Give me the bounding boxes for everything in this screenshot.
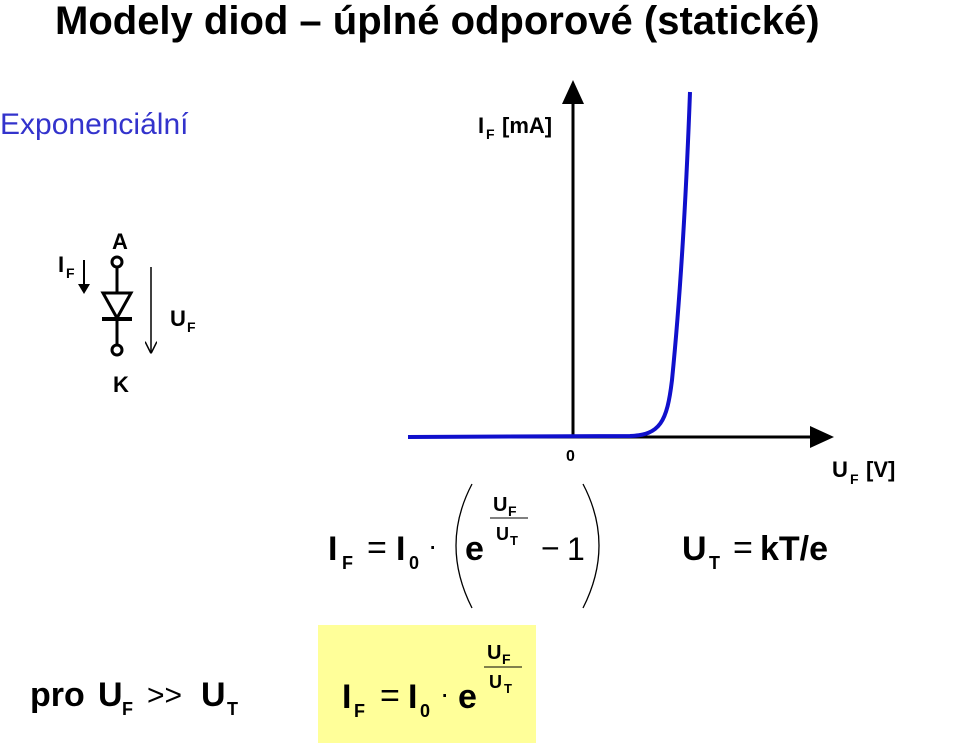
a-lhs-sub: F	[354, 701, 365, 721]
y-arrow	[562, 80, 584, 104]
a-exp-den-sub: T	[504, 681, 512, 696]
cond-op: >>	[147, 679, 182, 712]
f-exp-num: U	[493, 494, 507, 516]
f-base: e	[465, 530, 484, 568]
ut-sub: T	[709, 553, 720, 573]
cond-word: pro	[30, 676, 85, 714]
cond-lhs-sub: F	[122, 699, 133, 719]
a-eq: =	[380, 677, 400, 715]
a-i0: I	[408, 678, 417, 716]
x-label-symbol: U	[832, 457, 848, 482]
diode-triangle	[100, 291, 134, 322]
f-exp-num-sub: F	[508, 503, 517, 519]
ut-symbol: U	[682, 530, 707, 568]
f-paren-left	[455, 483, 473, 609]
a-dot: ·	[440, 678, 449, 709]
f-lhs-sub: F	[342, 553, 353, 573]
origin-label: 0	[566, 448, 575, 465]
f-dot: ·	[428, 530, 437, 561]
x-label-sub: F	[850, 471, 859, 487]
title: Modely diod – úplné odporové (statické)	[55, 0, 820, 43]
a-i0-sub: 0	[420, 701, 430, 721]
cond-rhs-sub: T	[227, 699, 238, 719]
f-paren-right	[582, 483, 600, 609]
a-base: e	[458, 678, 477, 716]
voltage-symbol: U	[170, 306, 186, 331]
subtitle: Exponenciální	[0, 108, 189, 141]
iv-curve	[407, 91, 692, 439]
f-one: 1	[567, 531, 585, 567]
f-exp-den-sub: T	[510, 533, 518, 548]
highlight-box	[318, 625, 536, 743]
x-arrow	[810, 426, 834, 448]
anode-terminal	[110, 255, 124, 269]
current-sub: F	[66, 265, 75, 281]
anode-label: A	[112, 229, 128, 254]
f-i0: I	[396, 530, 405, 568]
cond-rhs: U	[201, 676, 226, 714]
y-label-symbol: I	[478, 113, 484, 138]
cathode-terminal	[110, 343, 124, 357]
f-minus: −	[541, 530, 560, 566]
a-lhs: I	[342, 678, 351, 716]
current-arrowhead	[78, 284, 90, 294]
x-label-unit: [V]	[866, 457, 895, 482]
f-eq: =	[367, 529, 387, 567]
a-exp-num-sub: F	[502, 651, 511, 667]
voltage-sub: F	[187, 319, 196, 335]
y-label-unit: [mA]	[502, 113, 552, 138]
f-lhs: I	[328, 530, 337, 568]
f-i0-sub: 0	[409, 553, 419, 573]
ut-eq: =	[733, 529, 753, 567]
cathode-label: K	[113, 372, 129, 397]
a-exp-den: U	[489, 672, 502, 692]
a-exp-num: U	[487, 642, 501, 664]
ut-rhs: kT/e	[760, 530, 828, 568]
y-label-sub: F	[486, 126, 495, 142]
f-exp-den: U	[496, 524, 509, 544]
cond-lhs: U	[98, 676, 123, 714]
current-symbol: I	[58, 252, 64, 277]
